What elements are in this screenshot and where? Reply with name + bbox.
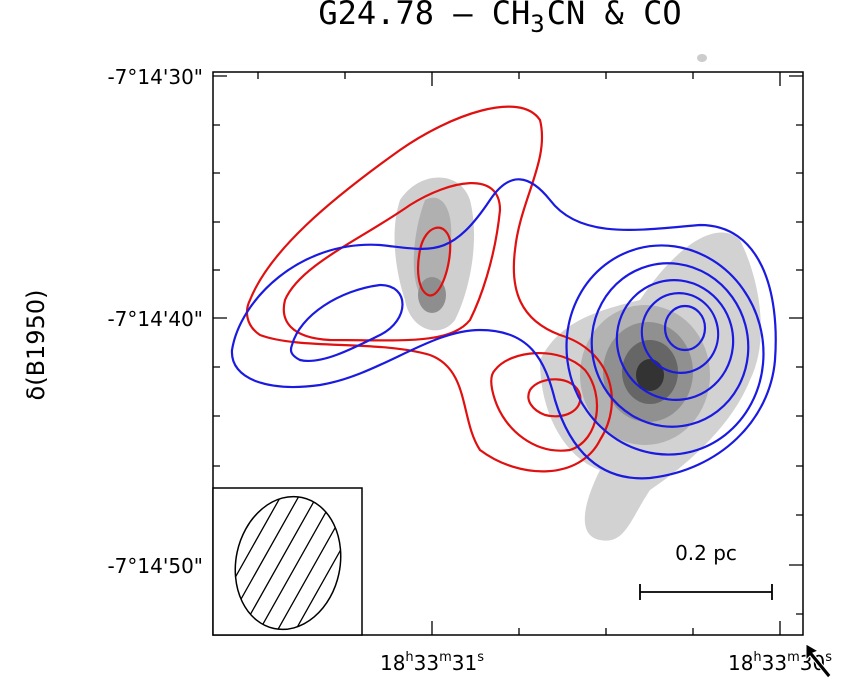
scale-bar: 0.2 pc <box>640 541 772 600</box>
label-part: h <box>753 650 761 665</box>
label-part: 18 <box>728 651 753 675</box>
label-part: h <box>405 650 413 665</box>
y-tick-label: -7°14'50" <box>107 554 203 578</box>
figure: G24.78 – CH3CN & CO <box>0 0 848 682</box>
title: G24.78 – CH3CN & CO <box>318 0 681 38</box>
y-tick-label: -7°14'40" <box>107 307 203 331</box>
title-text: CN & CO <box>547 0 682 32</box>
x-tick-label: 18h33m31s <box>380 650 484 675</box>
label-part: 18 <box>380 651 405 675</box>
page: G24.78 – CH3CN & CO <box>0 0 848 682</box>
label-part: s <box>477 650 484 665</box>
title-text: G24.78 – CH <box>318 0 530 32</box>
label-part: 33 <box>414 651 439 675</box>
label-part: 33 <box>762 651 787 675</box>
label-part: m <box>787 650 800 665</box>
y-tick-label: -7°14'30" <box>107 65 203 89</box>
title-subscript: 3 <box>530 10 544 38</box>
scale-bar-label: 0.2 pc <box>675 541 737 565</box>
label-part: s <box>825 650 832 665</box>
label-part: 31 <box>452 651 477 675</box>
label-part: m <box>439 650 452 665</box>
y-axis-label: δ(B1950) <box>22 290 50 401</box>
